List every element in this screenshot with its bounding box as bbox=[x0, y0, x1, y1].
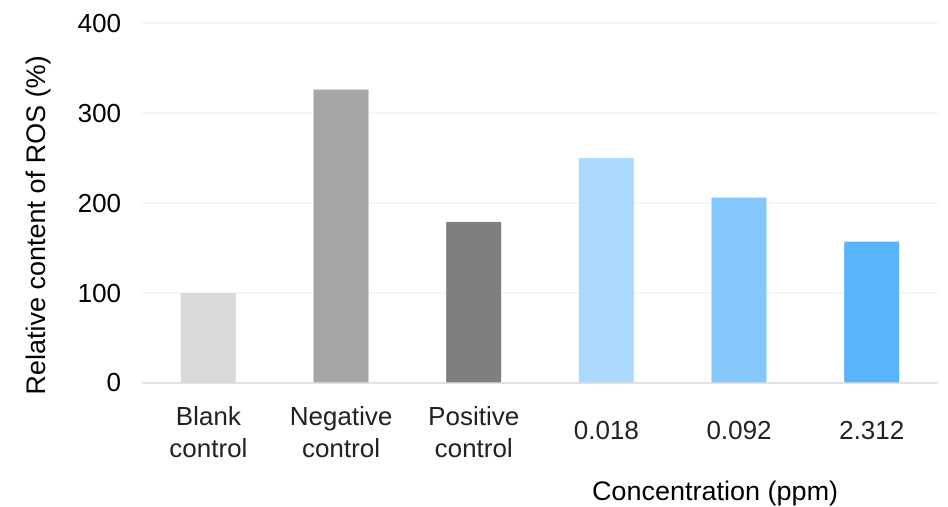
x-tick-label: Negative control bbox=[290, 401, 393, 463]
x-tick-label: 0.092 bbox=[706, 415, 771, 445]
bar bbox=[181, 293, 236, 383]
y-tick-label: 100 bbox=[78, 278, 121, 308]
x-tick-label: Blank control bbox=[169, 401, 247, 463]
y-axis-label: Relative content of ROS (%) bbox=[21, 55, 51, 394]
y-tick-label: 400 bbox=[78, 8, 121, 38]
bar bbox=[446, 222, 501, 383]
y-tick-label: 200 bbox=[78, 188, 121, 218]
bar bbox=[844, 242, 899, 383]
x-tick-label: 0.018 bbox=[574, 415, 639, 445]
bar bbox=[314, 90, 369, 383]
x-tick-labels: Blank control Negative control Positive contr… bbox=[169, 401, 904, 463]
bar bbox=[579, 158, 634, 383]
bars bbox=[181, 90, 899, 383]
x-tick-label: 2.312 bbox=[839, 415, 904, 445]
gridlines bbox=[142, 23, 938, 293]
bar bbox=[712, 198, 767, 383]
y-tick-label: 0 bbox=[107, 367, 121, 397]
y-tick-label: 300 bbox=[78, 98, 121, 128]
x-tick-label: Positive control bbox=[428, 401, 519, 463]
y-tick-labels: 0 100 200 300 400 bbox=[78, 8, 121, 397]
x-axis-label: Concentration (ppm) bbox=[592, 476, 838, 506]
